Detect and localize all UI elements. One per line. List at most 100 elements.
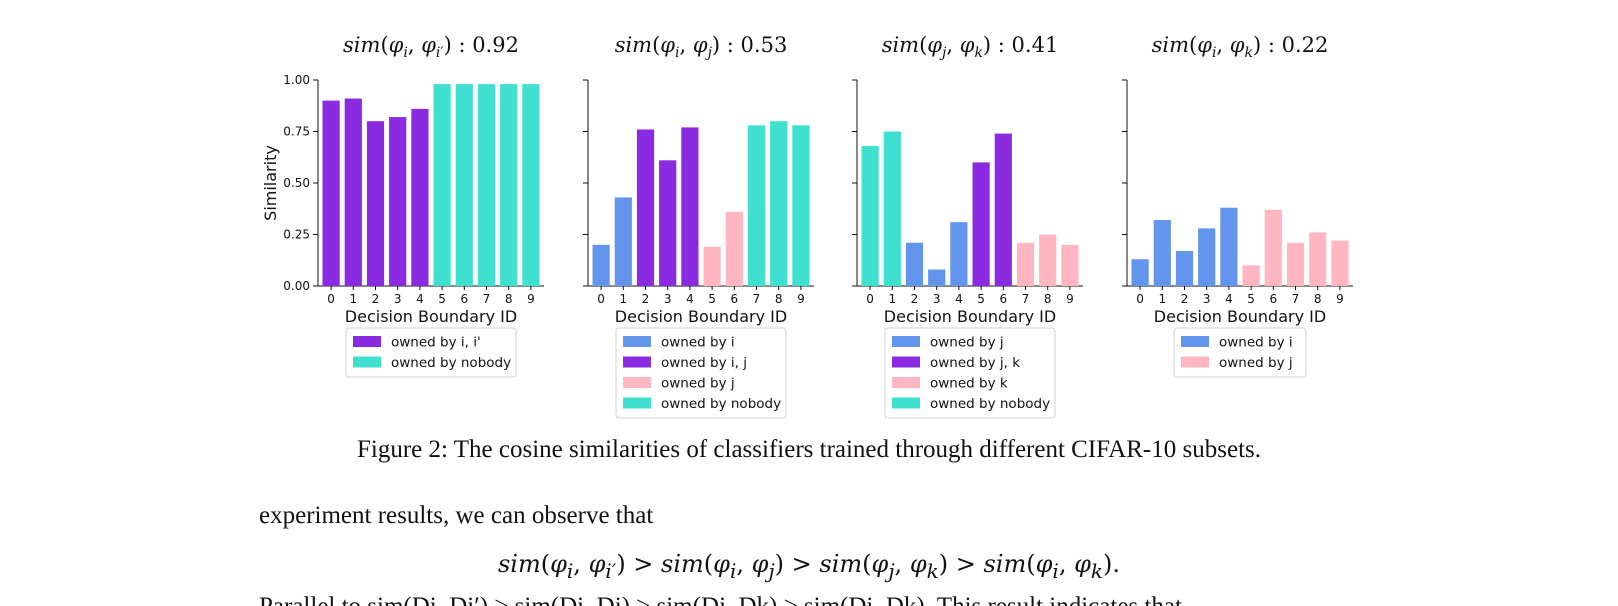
panel-1: sim(φi, φj) : 0.53 0 1 2 3 4 5 6 7 8 9 Decision Bou… <box>583 33 814 419</box>
legend-box <box>884 327 1056 419</box>
bar-0 <box>322 100 340 286</box>
legend-box <box>345 327 517 378</box>
bar-3 <box>389 117 407 286</box>
legend-swatch <box>623 336 651 347</box>
bar-4 <box>411 108 429 286</box>
bar-2 <box>366 121 385 286</box>
legend-label: owned by k <box>930 376 1008 392</box>
x-tick-label: 5 <box>977 292 985 306</box>
x-tick-label: 8 <box>1314 292 1322 306</box>
legend-swatch <box>353 336 381 347</box>
legend-label: owned by nobody <box>930 396 1050 412</box>
bar-5 <box>1242 265 1260 286</box>
bar-6 <box>725 211 743 286</box>
bar-1 <box>1153 220 1171 286</box>
legend-label: owned by nobody <box>391 355 511 371</box>
x-tick-label: 7 <box>1292 292 1300 306</box>
panel-title: sim(φi, φi′) : 0.92 <box>343 33 519 61</box>
x-tick-label: 8 <box>775 292 783 306</box>
x-tick-label: 0 <box>866 292 874 306</box>
x-tick-label: 4 <box>416 292 424 306</box>
legend-swatch <box>623 377 651 388</box>
x-tick-label: 7 <box>1022 292 1030 306</box>
x-tick-label: 6 <box>460 292 468 306</box>
x-tick-label: 6 <box>1269 292 1277 306</box>
legend: owned by i owned by j <box>1173 327 1307 378</box>
bar-3 <box>928 269 946 286</box>
bar-9 <box>1061 244 1079 286</box>
bar-5 <box>972 162 990 286</box>
legend-label: owned by j <box>661 376 735 392</box>
bar-5 <box>433 84 451 287</box>
legend: owned by j owned by j, k owned by k owned b… <box>884 327 1056 419</box>
legend-label: owned by i <box>661 335 735 351</box>
panel-3: sim(φi, φk) : 0.22 0 1 2 3 4 5 6 7 8 9 Decision Bou… <box>1122 33 1353 378</box>
legend-swatch <box>623 397 651 409</box>
x-tick-label: 7 <box>483 292 491 306</box>
legend-swatch <box>1181 336 1209 347</box>
x-tick-label: 5 <box>438 292 446 306</box>
bar-9 <box>1331 240 1349 286</box>
x-tick-label: 1 <box>619 292 627 306</box>
panel-0: sim(φi, φi′) : 0.92 0.00 0.25 0.50 0.75 1.00 S… <box>261 33 544 378</box>
x-tick-label: 2 <box>642 292 650 306</box>
legend-swatch <box>892 397 920 409</box>
bar-3 <box>1198 228 1216 286</box>
x-tick-label: 6 <box>999 292 1007 306</box>
y-tick-label: 0.75 <box>283 125 310 139</box>
legend-swatch <box>892 336 920 347</box>
x-tick-label: 9 <box>527 292 535 306</box>
bar-2 <box>1175 250 1194 286</box>
x-tick-label: 3 <box>1203 292 1211 306</box>
bar-7 <box>747 125 766 286</box>
x-tick-label: 1 <box>1158 292 1166 306</box>
legend-label: owned by i, j <box>661 355 747 371</box>
bar-4 <box>1220 207 1238 286</box>
x-tick-label: 3 <box>933 292 941 306</box>
x-tick-label: 6 <box>730 292 738 306</box>
legend-label: owned by j <box>930 335 1004 351</box>
x-tick-label: 4 <box>686 292 694 306</box>
panel-title: sim(φj, φk) : 0.41 <box>882 33 1059 61</box>
bar-0 <box>861 145 879 286</box>
x-tick-label: 5 <box>708 292 716 306</box>
bar-0 <box>1131 259 1149 286</box>
legend: owned by i, i' owned by nobody <box>345 327 517 378</box>
legend-label: owned by nobody <box>661 396 781 412</box>
bar-7 <box>1286 242 1305 286</box>
bar-8 <box>770 121 788 286</box>
y-axis-label: Similarity <box>261 145 280 221</box>
x-tick-label: 3 <box>394 292 402 306</box>
legend-label: owned by i <box>1219 335 1293 351</box>
bar-8 <box>1039 234 1057 286</box>
x-tick-label: 1 <box>888 292 896 306</box>
legend: owned by i owned by i, j owned by j owned b… <box>615 327 787 419</box>
bar-6 <box>994 133 1012 286</box>
legend-label: owned by j <box>1219 355 1293 371</box>
bar-3 <box>659 160 677 286</box>
x-tick-label: 8 <box>1044 292 1052 306</box>
bar-7 <box>477 84 496 287</box>
x-tick-label: 8 <box>505 292 513 306</box>
bar-6 <box>1264 209 1282 286</box>
bar-9 <box>792 125 810 286</box>
bar-1 <box>344 98 362 286</box>
y-tick-label: 0.00 <box>283 279 310 293</box>
figure-caption: Figure 2: The cosine similarities of cla… <box>356 436 1261 463</box>
x-axis-label: Decision Boundary ID <box>884 307 1056 326</box>
figure: sim(φi, φi′) : 0.92 0.00 0.25 0.50 0.75 1.00 S… <box>261 33 1353 419</box>
x-tick-label: 4 <box>1225 292 1233 306</box>
x-tick-label: 2 <box>1181 292 1189 306</box>
bar-4 <box>950 222 968 286</box>
panel-title: sim(φi, φj) : 0.53 <box>615 33 788 61</box>
bar-7 <box>1016 242 1035 286</box>
bar-1 <box>883 131 901 286</box>
x-tick-label: 2 <box>911 292 919 306</box>
x-tick-label: 0 <box>327 292 335 306</box>
legend-box <box>615 327 787 419</box>
x-tick-label: 3 <box>664 292 672 306</box>
legend-swatch <box>1181 356 1209 368</box>
bar-1 <box>614 197 632 286</box>
bar-2 <box>636 129 655 286</box>
y-tick-label: 1.00 <box>283 73 310 87</box>
